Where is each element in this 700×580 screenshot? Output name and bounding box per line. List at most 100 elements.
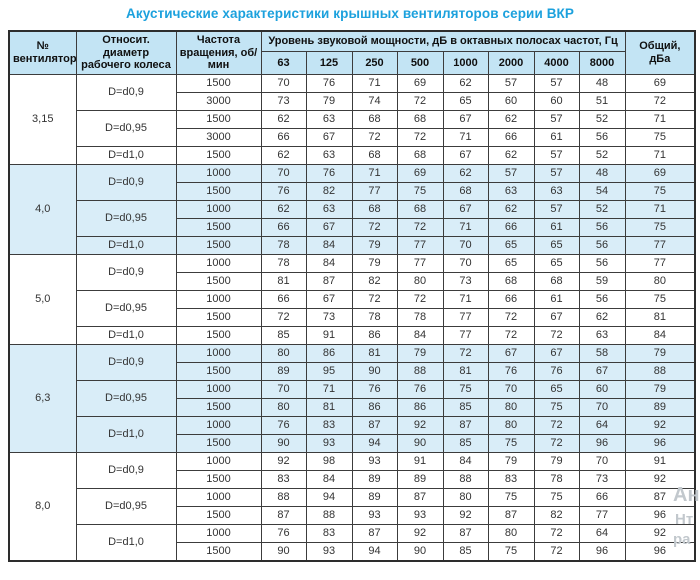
level-cell: 84 (305, 235, 353, 255)
header-spl-group: Уровень звуковой мощности, дБ в октавных… (260, 30, 626, 52)
table-header: № вентилятора Относит. диаметр рабочего … (8, 30, 696, 75)
level-cell: 66 (260, 289, 307, 309)
table-row: 6,3 D=d0,9 1000 80 86 81 79 72 67 67 58 79 (8, 343, 696, 453)
diameter-cell: D=d1,0 (75, 523, 177, 562)
level-cell: 63 (533, 181, 580, 201)
table-row: D=d0,95 1000 70 71 76 76 75 70 65 60 79 (9, 379, 696, 417)
level-cell: 67 (442, 109, 489, 129)
level-cell: 87 (351, 415, 398, 435)
fan-number-cell: 3,15 (8, 73, 77, 165)
level-cell: 76 (305, 73, 353, 93)
table-row: D=d1,0 1500 78 84 79 77 70 65 65 56 77 (9, 235, 696, 255)
level-cell: 68 (396, 145, 444, 165)
level-cell: 76 (351, 379, 398, 399)
level-cell: 83 (487, 469, 535, 489)
level-cell: 77 (442, 325, 489, 345)
level-cell: 91 (305, 325, 353, 345)
level-cell: 57 (487, 73, 535, 93)
level-cell: 61 (533, 127, 580, 147)
total-cell: 87 (624, 487, 696, 507)
table-row: D=d1,0 1500 62 63 68 68 67 62 57 52 71 (9, 145, 696, 165)
total-cell: 75 (624, 181, 696, 201)
speed-cell: 1000 (175, 487, 262, 507)
level-cell: 70 (487, 379, 535, 399)
header-total: Общий, дБа (624, 30, 696, 75)
speed-cell: 1000 (175, 451, 262, 471)
level-cell: 71 (305, 379, 353, 399)
diameter-cell: D=d0,9 (75, 73, 177, 111)
level-cell: 63 (305, 145, 353, 165)
level-cell: 78 (351, 307, 398, 327)
total-cell: 88 (624, 361, 696, 381)
level-cell: 68 (442, 181, 489, 201)
level-cell: 78 (533, 469, 580, 489)
header-freq-band: 250 (351, 50, 398, 75)
level-cell: 63 (578, 325, 626, 345)
level-cell: 76 (487, 361, 535, 381)
level-cell: 86 (396, 397, 444, 417)
speed-cell: 1500 (175, 469, 262, 489)
level-cell: 80 (487, 523, 535, 543)
level-cell: 72 (533, 433, 580, 453)
speed-cell: 3000 (175, 91, 262, 111)
level-cell: 80 (487, 397, 535, 417)
level-cell: 89 (260, 361, 307, 381)
level-cell: 95 (305, 361, 353, 381)
speed-cell: 1000 (175, 289, 262, 309)
level-cell: 70 (442, 253, 489, 273)
total-cell: 92 (624, 523, 696, 543)
total-cell: 96 (624, 433, 696, 453)
speed-cell: 1500 (175, 235, 262, 255)
level-cell: 90 (396, 541, 444, 562)
level-cell: 69 (396, 73, 444, 93)
level-cell: 68 (396, 109, 444, 129)
table-row: 1500 89 95 90 88 81 76 76 67 88 (9, 361, 696, 381)
level-cell: 84 (442, 451, 489, 471)
level-cell: 62 (260, 109, 307, 129)
level-cell: 52 (578, 199, 626, 219)
total-cell: 79 (624, 343, 696, 363)
fan-number-cell: 4,0 (8, 163, 77, 255)
level-cell: 89 (351, 469, 398, 489)
level-cell: 92 (442, 505, 489, 525)
level-cell: 72 (351, 217, 398, 237)
level-cell: 82 (305, 181, 353, 201)
total-cell: 71 (624, 109, 696, 129)
level-cell: 67 (487, 343, 535, 363)
level-cell: 84 (396, 325, 444, 345)
level-cell: 94 (351, 433, 398, 453)
level-cell: 70 (260, 379, 307, 399)
level-cell: 57 (487, 163, 535, 183)
speed-cell: 1500 (175, 505, 262, 525)
table-row: 1500 72 73 78 78 77 72 67 62 81 (9, 307, 696, 327)
header-freq-band: 500 (396, 50, 444, 75)
total-cell: 96 (624, 505, 696, 525)
speed-cell: 1000 (175, 415, 262, 435)
level-cell: 75 (533, 487, 580, 507)
total-cell: 84 (624, 325, 696, 345)
level-cell: 62 (487, 199, 535, 219)
header-fan-number: № вентилятора (8, 30, 77, 75)
total-cell: 71 (624, 145, 696, 165)
level-cell: 68 (396, 199, 444, 219)
level-cell: 98 (305, 451, 353, 471)
speed-cell: 1500 (175, 307, 262, 327)
level-cell: 72 (533, 415, 580, 435)
level-cell: 72 (533, 325, 580, 345)
speed-cell: 1500 (175, 541, 262, 562)
level-cell: 65 (442, 91, 489, 111)
table-row: D=d1,0 1500 85 91 86 84 77 72 72 63 84 (9, 325, 696, 345)
level-cell: 57 (533, 109, 580, 129)
level-cell: 67 (578, 361, 626, 381)
level-cell: 80 (260, 397, 307, 417)
total-cell: 79 (624, 379, 696, 399)
level-cell: 67 (442, 145, 489, 165)
level-cell: 61 (533, 217, 580, 237)
level-cell: 90 (351, 361, 398, 381)
level-cell: 66 (487, 127, 535, 147)
level-cell: 90 (396, 433, 444, 453)
level-cell: 81 (442, 361, 489, 381)
total-cell: 75 (624, 289, 696, 309)
level-cell: 72 (487, 325, 535, 345)
